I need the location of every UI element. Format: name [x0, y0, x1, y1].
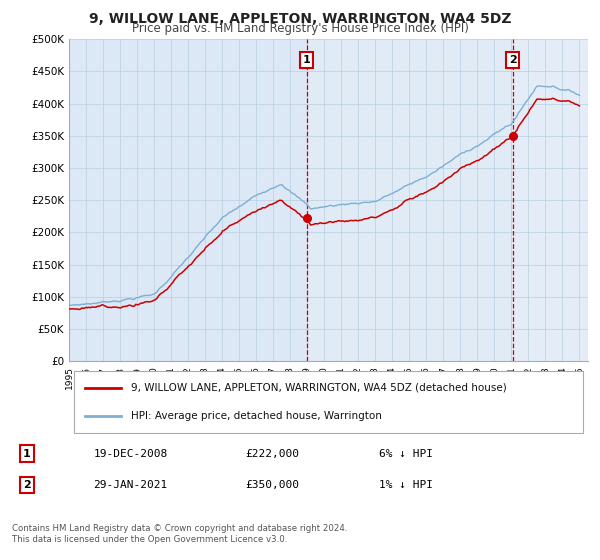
Text: 1: 1	[23, 449, 31, 459]
FancyBboxPatch shape	[74, 371, 583, 433]
Text: 9, WILLOW LANE, APPLETON, WARRINGTON, WA4 5DZ: 9, WILLOW LANE, APPLETON, WARRINGTON, WA…	[89, 12, 511, 26]
Text: Contains HM Land Registry data © Crown copyright and database right 2024.: Contains HM Land Registry data © Crown c…	[12, 524, 347, 533]
Text: 1: 1	[303, 55, 311, 65]
Text: 9, WILLOW LANE, APPLETON, WARRINGTON, WA4 5DZ (detached house): 9, WILLOW LANE, APPLETON, WARRINGTON, WA…	[131, 382, 507, 393]
Text: £222,000: £222,000	[245, 449, 299, 459]
Bar	[307, 39, 513, 361]
Text: 29-JAN-2021: 29-JAN-2021	[94, 480, 168, 490]
Text: 2: 2	[509, 55, 517, 65]
Text: 1% ↓ HPI: 1% ↓ HPI	[379, 480, 433, 490]
Text: 19-DEC-2008: 19-DEC-2008	[94, 449, 168, 459]
Text: This data is licensed under the Open Government Licence v3.0.: This data is licensed under the Open Gov…	[12, 534, 287, 544]
Text: Price paid vs. HM Land Registry's House Price Index (HPI): Price paid vs. HM Land Registry's House …	[131, 22, 469, 35]
Text: HPI: Average price, detached house, Warrington: HPI: Average price, detached house, Warr…	[131, 411, 382, 421]
Bar	[513, 39, 596, 361]
Text: 6% ↓ HPI: 6% ↓ HPI	[379, 449, 433, 459]
Text: 2: 2	[23, 480, 31, 490]
Text: £350,000: £350,000	[245, 480, 299, 490]
